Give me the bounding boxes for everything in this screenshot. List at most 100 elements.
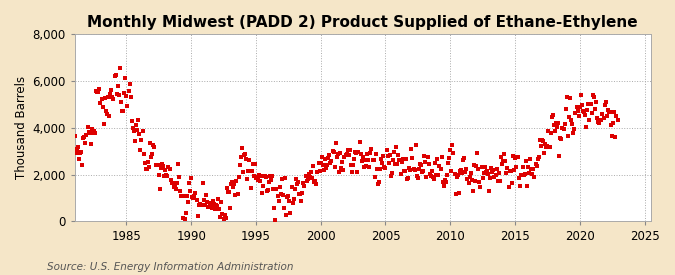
Point <box>257 191 268 195</box>
Point <box>169 184 180 188</box>
Point <box>223 189 234 194</box>
Point <box>384 153 395 157</box>
Point <box>605 110 616 114</box>
Point <box>360 158 371 162</box>
Point <box>412 176 423 180</box>
Point <box>248 174 259 178</box>
Point <box>508 153 518 158</box>
Point <box>502 166 513 170</box>
Point <box>189 194 200 199</box>
Point <box>153 163 163 167</box>
Point <box>93 90 104 95</box>
Point <box>190 191 201 196</box>
Point <box>131 123 142 127</box>
Point <box>371 167 382 171</box>
Point <box>533 155 544 160</box>
Point <box>182 194 192 198</box>
Point <box>433 173 443 177</box>
Point <box>229 182 240 186</box>
Point <box>551 125 562 129</box>
Point <box>378 154 389 158</box>
Point <box>72 145 83 150</box>
Point <box>429 177 439 182</box>
Point <box>314 169 325 173</box>
Point <box>459 155 470 160</box>
Point <box>211 203 221 207</box>
Point <box>545 131 556 135</box>
Point <box>574 105 585 109</box>
Point <box>242 176 252 181</box>
Point <box>408 167 419 172</box>
Point <box>547 113 558 117</box>
Point <box>476 165 487 169</box>
Point <box>385 174 396 178</box>
Point <box>88 129 99 133</box>
Point <box>497 159 508 163</box>
Point <box>329 165 340 170</box>
Point <box>325 161 335 165</box>
Point <box>449 172 460 177</box>
Point <box>213 196 223 201</box>
Point <box>456 168 466 172</box>
Point <box>308 164 319 168</box>
Point <box>209 202 219 207</box>
Point <box>317 154 327 159</box>
Title: Monthly Midwest (PADD 2) Product Supplied of Ethane-Ethylene: Monthly Midwest (PADD 2) Product Supplie… <box>88 15 638 30</box>
Point <box>387 158 398 163</box>
Point <box>598 115 609 120</box>
Point <box>557 126 568 130</box>
Point <box>346 163 356 167</box>
Point <box>468 163 479 167</box>
Point <box>542 144 553 149</box>
Point <box>582 108 593 112</box>
Point <box>254 173 265 177</box>
Point <box>375 167 385 171</box>
Point <box>357 155 368 160</box>
Point <box>155 166 166 170</box>
Point <box>128 129 139 133</box>
Point <box>279 206 290 211</box>
Point <box>393 153 404 158</box>
Point <box>487 170 497 174</box>
Point <box>407 156 418 160</box>
Point <box>583 102 594 106</box>
Point <box>200 203 211 207</box>
Point <box>603 109 614 114</box>
Point <box>490 173 501 177</box>
Point <box>167 180 178 185</box>
Point <box>217 212 228 217</box>
Point <box>122 104 133 108</box>
Point <box>147 152 158 156</box>
Point <box>134 132 144 136</box>
Point <box>556 137 567 141</box>
Point <box>369 175 380 179</box>
Point <box>290 187 300 191</box>
Point <box>531 164 542 168</box>
Point <box>94 86 105 91</box>
Point <box>518 172 529 177</box>
Point <box>319 157 330 162</box>
Point <box>132 128 142 132</box>
Point <box>551 120 562 125</box>
Point <box>427 169 437 173</box>
Point <box>351 151 362 155</box>
Point <box>595 117 605 122</box>
Point <box>221 186 232 190</box>
Point <box>153 173 164 177</box>
Point <box>133 117 144 122</box>
Point <box>529 175 540 180</box>
Point <box>555 135 566 140</box>
Point <box>497 162 508 166</box>
Point <box>192 214 203 219</box>
Point <box>288 197 299 202</box>
Point <box>528 167 539 171</box>
Point <box>302 177 313 182</box>
Point <box>416 163 427 167</box>
Point <box>236 155 246 160</box>
Point <box>121 94 132 98</box>
Point <box>396 160 407 164</box>
Point <box>268 186 279 191</box>
Point <box>126 95 136 100</box>
Point <box>290 177 301 182</box>
Point <box>82 125 93 129</box>
